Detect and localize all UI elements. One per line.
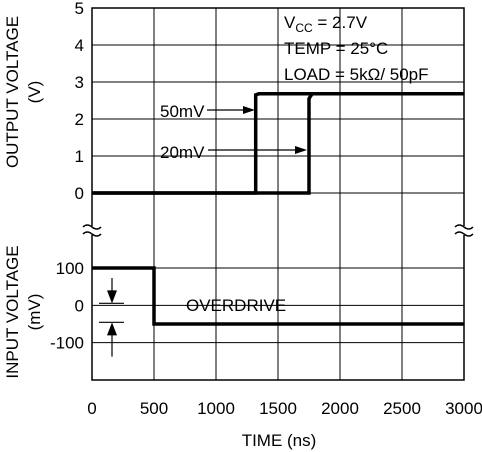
axis-titles: TIME (ns) OUTPUT VOLTAGE (V) INPUT VOLTA… xyxy=(3,16,316,450)
label-50mv: 50mV xyxy=(160,102,205,121)
input-y-tick-label: 0 xyxy=(75,296,84,315)
x-tick-label: 0 xyxy=(87,399,96,418)
output-y-tick-label: 4 xyxy=(75,36,84,55)
x-tick-label: 1500 xyxy=(259,399,297,418)
x-tick-label: 3000 xyxy=(445,399,482,418)
output-y-tick-label: 3 xyxy=(75,73,84,92)
input-y-tick-label: -100 xyxy=(50,334,84,353)
overdrive-bracket xyxy=(99,278,124,357)
arrow-20mv xyxy=(208,146,307,154)
output-y-tick-label: 1 xyxy=(75,147,84,166)
load-label: LOAD = 5kΩ/ 50pF xyxy=(284,65,429,84)
trace-output-20mv xyxy=(92,92,464,195)
output-y-tick-label: 0 xyxy=(75,184,84,203)
annotations: VCC = 2.7V TEMP = 25°C LOAD = 5kΩ/ 50pF … xyxy=(99,13,429,357)
output-ylabel-line2: (V) xyxy=(25,81,44,104)
output-y-tick-label: 2 xyxy=(75,110,84,129)
vcc-label: VCC = 2.7V xyxy=(284,13,368,35)
traces xyxy=(92,92,464,326)
label-20mv: 20mV xyxy=(160,143,205,162)
axis-break-left xyxy=(82,224,102,237)
trace-input-input xyxy=(92,266,464,326)
temp-label: TEMP = 25°C xyxy=(284,39,388,58)
x-tick-label: 500 xyxy=(140,399,168,418)
input-ylabel-line1: INPUT VOLTAGE xyxy=(3,245,22,378)
output-ylabel-line1: OUTPUT VOLTAGE xyxy=(3,16,22,168)
x-tick-label: 1000 xyxy=(197,399,235,418)
input-ylabel-line2: (mV) xyxy=(25,294,44,331)
arrow-50mv xyxy=(207,106,255,114)
overdrive-label: OVERDRIVE xyxy=(186,296,286,315)
plot-border xyxy=(91,7,465,381)
x-tick-label: 2000 xyxy=(321,399,359,418)
axis-break-right xyxy=(454,224,474,237)
x-tick-label: 2500 xyxy=(383,399,421,418)
plot-frame xyxy=(82,7,474,381)
x-axis-title: TIME (ns) xyxy=(242,431,317,450)
output-y-tick-label: 5 xyxy=(75,0,84,18)
input-y-tick-label: 100 xyxy=(56,259,84,278)
